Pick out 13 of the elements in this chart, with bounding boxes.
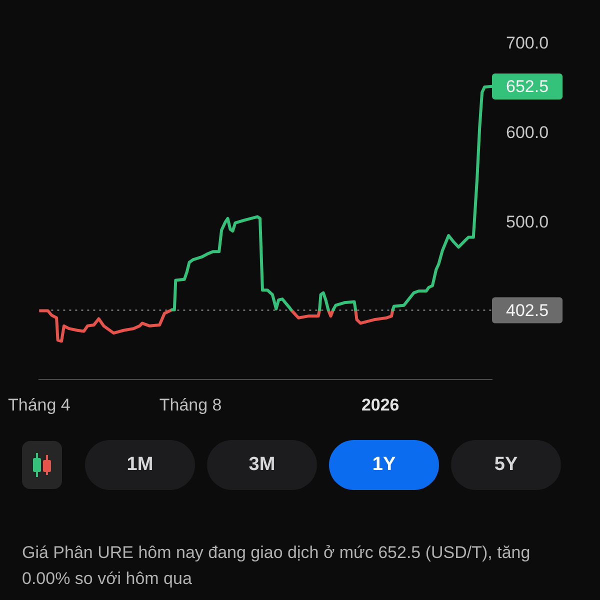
annotation: 652.5	[506, 77, 549, 96]
x-tick-label: 2026	[361, 395, 400, 414]
y-tick-label: 500.0	[506, 212, 549, 232]
x-tick-label: Tháng 4	[8, 395, 70, 414]
range-button: 3M	[207, 440, 317, 490]
x-tick-label: Tháng 8	[159, 395, 222, 414]
range-button: 1M	[85, 440, 195, 490]
ref-line-label: 402.5	[506, 300, 549, 320]
range-button: 1Y	[329, 440, 439, 490]
y-tick-label: 600.0	[506, 123, 549, 142]
caption: Giá Phân URE hôm nay đang giao dịch ở mức 652.5 (USD/T), tăng 0.00% so với hôm qua	[22, 542, 532, 590]
y-tick-label: 700.0	[506, 34, 549, 53]
range-button: 5Y	[451, 440, 561, 490]
